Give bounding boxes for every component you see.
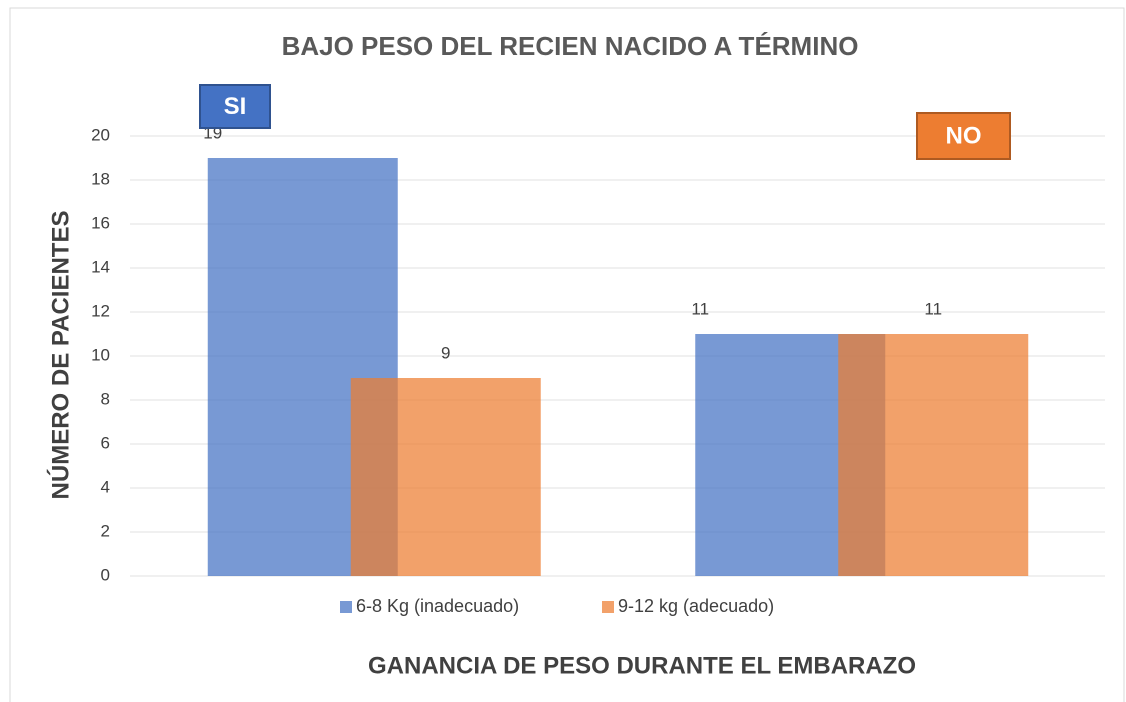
y-tick-label: 18 (91, 169, 110, 188)
legend-swatch (602, 601, 614, 613)
bar (350, 378, 541, 576)
y-tick-label: 12 (91, 301, 110, 320)
y-tick-label: 2 (101, 521, 110, 540)
legend-swatch (340, 601, 352, 613)
y-tick-label: 0 (101, 565, 110, 584)
y-tick-label: 16 (91, 213, 110, 232)
legend-label: 6-8 Kg (inadecuado) (356, 596, 519, 616)
legend-label: 9-12 kg (adecuado) (618, 596, 774, 616)
y-tick-label: 10 (91, 345, 110, 364)
bar (838, 334, 1029, 576)
category-label: NO (946, 122, 982, 149)
category-box (916, 112, 1011, 160)
data-label: 11 (924, 299, 942, 318)
category-box (199, 84, 271, 129)
chart-title: BAJO PESO DEL RECIEN NACIDO A TÉRMINO (282, 31, 859, 61)
y-tick-label: 8 (101, 389, 110, 408)
data-label: 9 (441, 343, 450, 362)
y-tick-label: 20 (91, 125, 110, 144)
x-axis-label: GANANCIA DE PESO DURANTE EL EMBARAZO (368, 652, 916, 679)
category-label: SI (224, 93, 247, 120)
y-tick-label: 14 (91, 257, 110, 276)
y-tick-label: 6 (101, 433, 110, 452)
y-axis-label: NÚMERO DE PACIENTES (46, 211, 74, 500)
y-tick-label: 4 (101, 477, 110, 496)
data-label: 11 (691, 299, 709, 318)
